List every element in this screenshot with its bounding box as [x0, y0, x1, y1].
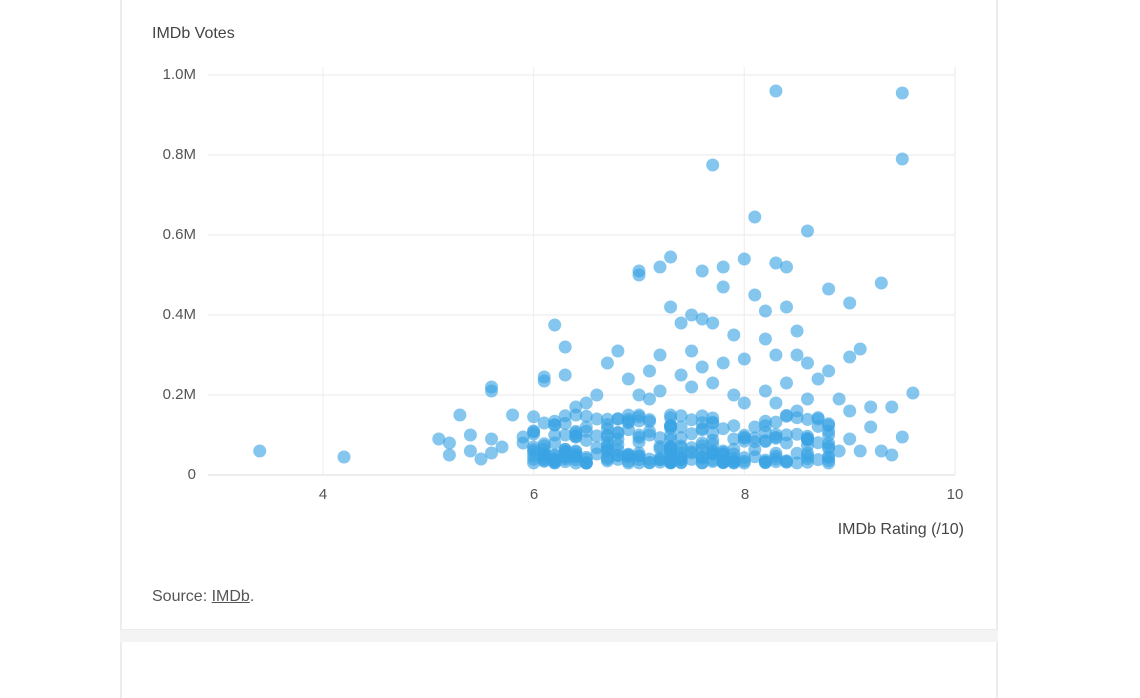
source-link-imdb[interactable]: IMDb [211, 588, 250, 605]
y-tick-label: 0 [187, 466, 196, 483]
x-tick-label: 4 [318, 486, 328, 503]
x-tick-label: 8 [740, 486, 750, 503]
x-tick-label: 10 [946, 486, 964, 503]
card-divider [120, 629, 998, 642]
x-tick-label: 6 [529, 486, 539, 503]
gridlines [208, 67, 956, 476]
chart-card [120, 0, 998, 698]
y-tick-label: 0.2M [162, 386, 196, 403]
source-suffix: . [249, 588, 255, 605]
source-note: Source: IMDb. [152, 588, 254, 606]
y-tick-label: 1.0M [162, 66, 196, 83]
y-tick-label: 0.8M [162, 146, 196, 163]
data-points [253, 84, 920, 470]
y-tick-label: 0.6M [162, 226, 196, 243]
x-axis-title: IMDb Rating (/10) [837, 521, 964, 538]
y-tick-label: 0.4M [162, 306, 196, 323]
source-prefix: Source: [152, 588, 212, 605]
scatter-plot [208, 67, 956, 476]
y-axis-title: IMDb Votes [152, 25, 235, 42]
